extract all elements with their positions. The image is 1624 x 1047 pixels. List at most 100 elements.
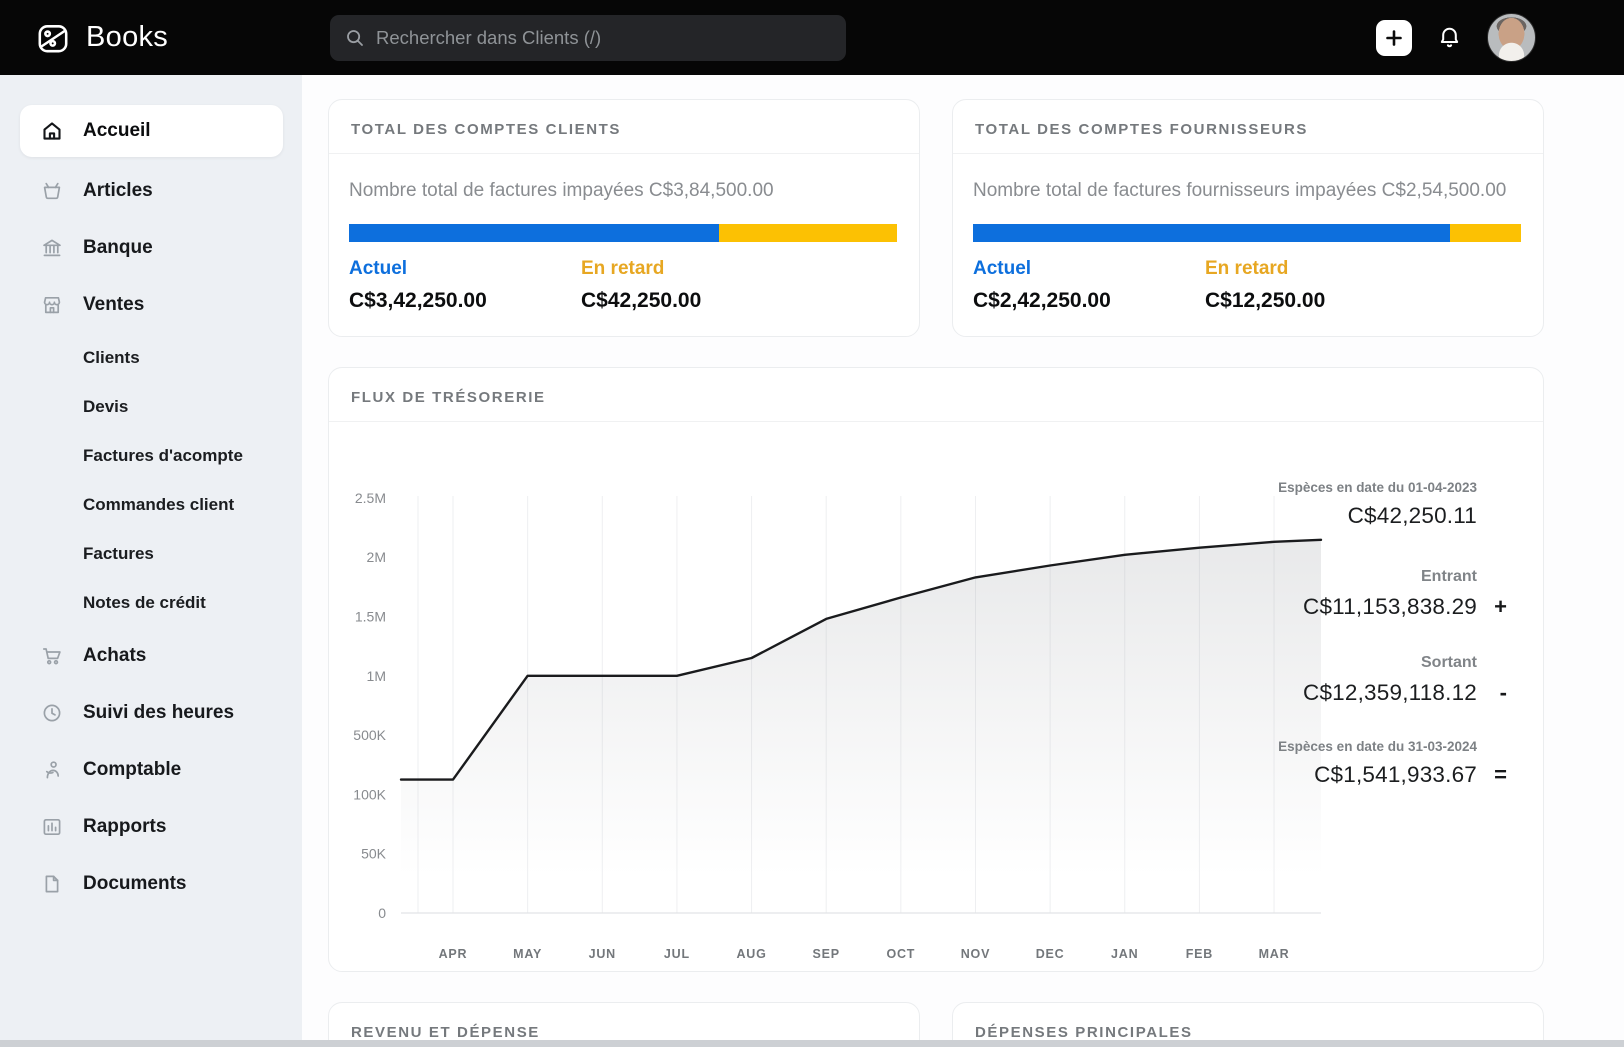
sidebar-item-label: Accueil <box>83 120 151 141</box>
topbar: Books <box>0 0 1624 75</box>
bottom-edge-strip <box>0 1040 1624 1047</box>
sidebar-item-ventes[interactable]: Ventes <box>0 276 302 333</box>
topbar-actions <box>1376 13 1624 62</box>
svg-text:MAR: MAR <box>1259 947 1290 961</box>
sidebar-item-label: Documents <box>83 872 187 894</box>
opening-balance-value: C$42,250.11 <box>1347 503 1477 528</box>
outgoing-label: Sortant <box>1421 654 1477 671</box>
bell-icon <box>1440 27 1459 48</box>
receivables-card: TOTAL DES COMPTES CLIENTS Nombre total d… <box>328 99 920 337</box>
payables-current-segment <box>973 224 1450 242</box>
svg-text:MAY: MAY <box>513 947 542 961</box>
incoming-label: Entrant <box>1421 568 1477 585</box>
bar-chart-icon <box>43 818 61 835</box>
svg-text:JUN: JUN <box>589 947 616 961</box>
svg-text:SEP: SEP <box>812 947 839 961</box>
quick-create-button[interactable] <box>1376 19 1412 56</box>
sidebar-item-suivi-des-heures[interactable]: Suivi des heures <box>0 684 302 741</box>
receivables-current-value: C$3,42,250.00 <box>349 289 487 312</box>
user-avatar[interactable] <box>1487 13 1536 62</box>
notifications-button[interactable] <box>1436 24 1463 51</box>
sidebar-item-label: Rapports <box>83 815 167 837</box>
plus-symbol: + <box>1494 594 1507 619</box>
payables-overdue-label: En retard <box>1205 258 1289 279</box>
sidebar-item-devis[interactable]: Devis <box>0 382 302 431</box>
sidebar-item-commandes-client[interactable]: Commandes client <box>0 480 302 529</box>
sidebar-item-factures-acompte[interactable]: Factures d'acompte <box>0 431 302 480</box>
cashflow-summary-panel: Espèces en date du 01-04-2023 C$42,250.1… <box>1207 480 1507 788</box>
sidebar-item-label: Clients <box>83 347 140 367</box>
svg-text:1M: 1M <box>367 668 386 684</box>
dashboard: TOTAL DES COMPTES CLIENTS Nombre total d… <box>302 75 1624 1047</box>
payables-card-title: TOTAL DES COMPTES FOURNISSEURS <box>953 100 1543 154</box>
receivables-current-segment <box>349 224 719 242</box>
sidebar-item-label: Banque <box>83 236 153 258</box>
app-title: Books <box>86 21 169 53</box>
top-expenses-card: DÉPENSES PRINCIPALES <box>952 1002 1544 1047</box>
opening-balance-label: Espèces en date du 01-04-2023 <box>1278 480 1477 495</box>
sidebar-item-accueil[interactable]: Accueil <box>20 105 283 157</box>
global-search <box>330 14 846 61</box>
bank-icon <box>43 239 61 256</box>
cashflow-card-title: FLUX DE TRÉSORERIE <box>329 368 1543 422</box>
sidebar-item-label: Commandes client <box>83 494 235 514</box>
receivables-overdue-value: C$42,250.00 <box>581 289 702 312</box>
sidebar-item-comptable[interactable]: Comptable <box>0 741 302 798</box>
sidebar-item-label: Ventes <box>83 293 145 315</box>
accountant-icon <box>45 760 60 778</box>
svg-text:APR: APR <box>439 947 468 961</box>
income-expense-card: REVENU ET DÉPENSE <box>328 1002 920 1047</box>
sidebar-item-label: Suivi des heures <box>83 701 235 723</box>
receivables-current-label: Actuel <box>349 258 408 279</box>
payables-current-label: Actuel <box>973 258 1032 279</box>
receivables-card-title: TOTAL DES COMPTES CLIENTS <box>329 100 919 154</box>
sidebar-item-articles[interactable]: Articles <box>0 162 302 219</box>
sidebar-item-label: Devis <box>83 396 129 416</box>
clock-icon <box>43 704 61 721</box>
svg-text:0: 0 <box>378 905 386 921</box>
closing-balance-label: Espèces en date du 31-03-2024 <box>1278 739 1477 754</box>
books-logo-icon <box>35 20 71 56</box>
sidebar-item-label: Achats <box>83 644 147 666</box>
sidebar-item-label: Factures d'acompte <box>83 445 243 465</box>
sidebar: Accueil Articles Banque <box>0 75 302 1047</box>
search-icon <box>347 29 363 46</box>
plus-icon <box>1386 29 1402 46</box>
svg-text:FEB: FEB <box>1186 947 1213 961</box>
incoming-value: C$11,153,838.29 <box>1303 594 1477 619</box>
sidebar-item-achats[interactable]: Achats <box>0 627 302 684</box>
sidebar-item-documents[interactable]: Documents <box>0 855 302 912</box>
minus-symbol: - <box>1499 680 1507 705</box>
payables-card: TOTAL DES COMPTES FOURNISSEURS Nombre to… <box>952 99 1544 337</box>
svg-text:DEC: DEC <box>1036 947 1065 961</box>
bottom-cards-row: REVENU ET DÉPENSE DÉPENSES PRINCIPALES <box>328 1002 1544 1047</box>
sidebar-item-rapports[interactable]: Rapports <box>0 798 302 855</box>
cart-icon <box>42 647 61 664</box>
brand[interactable]: Books <box>0 20 302 56</box>
income-expense-card-title: REVENU ET DÉPENSE <box>329 1003 919 1047</box>
payables-current-value: C$2,42,250.00 <box>973 289 1111 312</box>
sidebar-item-clients[interactable]: Clients <box>0 333 302 382</box>
sidebar-item-label: Factures <box>83 543 154 563</box>
document-icon <box>45 875 59 892</box>
summary-cards-row: TOTAL DES COMPTES CLIENTS Nombre total d… <box>328 99 1544 337</box>
svg-text:OCT: OCT <box>886 947 915 961</box>
receivables-summary: Nombre total de factures impayées C$3,84… <box>349 180 774 201</box>
closing-balance-value: C$1,541,933.67 <box>1314 762 1477 787</box>
sidebar-item-banque[interactable]: Banque <box>0 219 302 276</box>
svg-text:JAN: JAN <box>1111 947 1138 961</box>
svg-text:100K: 100K <box>353 786 386 802</box>
sidebar-item-label: Notes de crédit <box>83 592 206 612</box>
payables-progress-bar <box>973 224 1521 242</box>
svg-text:50K: 50K <box>361 846 387 862</box>
svg-text:500K: 500K <box>353 727 386 743</box>
svg-text:JUL: JUL <box>664 947 690 961</box>
search-input[interactable] <box>330 14 846 61</box>
svg-text:1.5M: 1.5M <box>355 609 386 625</box>
sidebar-item-factures[interactable]: Factures <box>0 529 302 578</box>
svg-text:NOV: NOV <box>961 947 991 961</box>
outgoing-value: C$12,359,118.12 <box>1303 680 1477 705</box>
sidebar-item-notes-de-credit[interactable]: Notes de crédit <box>0 578 302 627</box>
payables-overdue-value: C$12,250.00 <box>1205 289 1326 312</box>
